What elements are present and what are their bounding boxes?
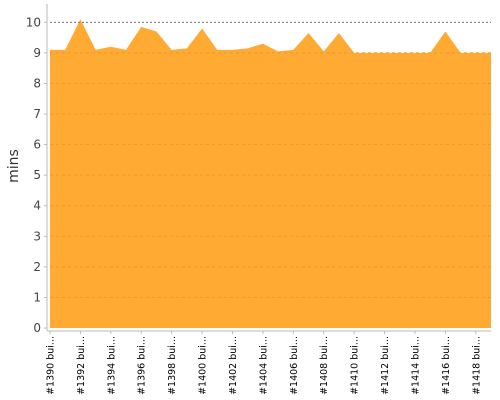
area-layer (50, 19, 491, 329)
x-tick-label: #1404 bui... (258, 336, 269, 395)
x-tick-labels: #1390 bui... #1392 bui... #1394 bui... #139… (46, 336, 483, 395)
x-tick-label: #1414 bui... (411, 336, 422, 395)
x-tick-label: #1398 bui... (167, 336, 178, 395)
y-tick-labels: 0 1 2 3 4 5 6 7 8 9 10 (26, 15, 41, 335)
x-tick-label: #1400 bui... (198, 336, 209, 395)
y-tick-label: 9 (33, 46, 41, 60)
y-tick-label: 4 (33, 199, 41, 213)
x-tick-label: #1408 bui... (319, 336, 330, 395)
axes-layer (44, 4, 491, 334)
y-tick-label: 8 (33, 76, 41, 90)
y-tick-label: 5 (33, 168, 41, 182)
y-axis-title: mins (6, 149, 22, 183)
y-tick-label: 7 (33, 107, 41, 121)
x-tick-label: #1402 bui... (228, 336, 239, 395)
x-tick-label: #1392 bui... (76, 336, 87, 395)
y-tick-label: 0 (33, 321, 41, 335)
x-tick-label: #1396 bui... (137, 336, 148, 395)
series-area (50, 19, 491, 329)
y-tick-label: 10 (26, 15, 41, 29)
y-tick-label: 2 (33, 260, 41, 274)
y-tick-label: 6 (33, 138, 41, 152)
y-tick-label: 3 (33, 229, 41, 243)
x-tick-label: #1410 bui... (350, 336, 361, 395)
x-tick-label: #1394 bui... (106, 336, 117, 395)
y-tick-label: 1 (33, 290, 41, 304)
x-tick-label: #1416 bui... (441, 336, 452, 395)
x-tick-label: #1406 bui... (289, 336, 300, 395)
x-tick-label: #1412 bui... (380, 336, 391, 395)
x-tick-label: #1418 bui... (471, 336, 482, 395)
x-tick-label: #1390 bui... (46, 336, 57, 395)
